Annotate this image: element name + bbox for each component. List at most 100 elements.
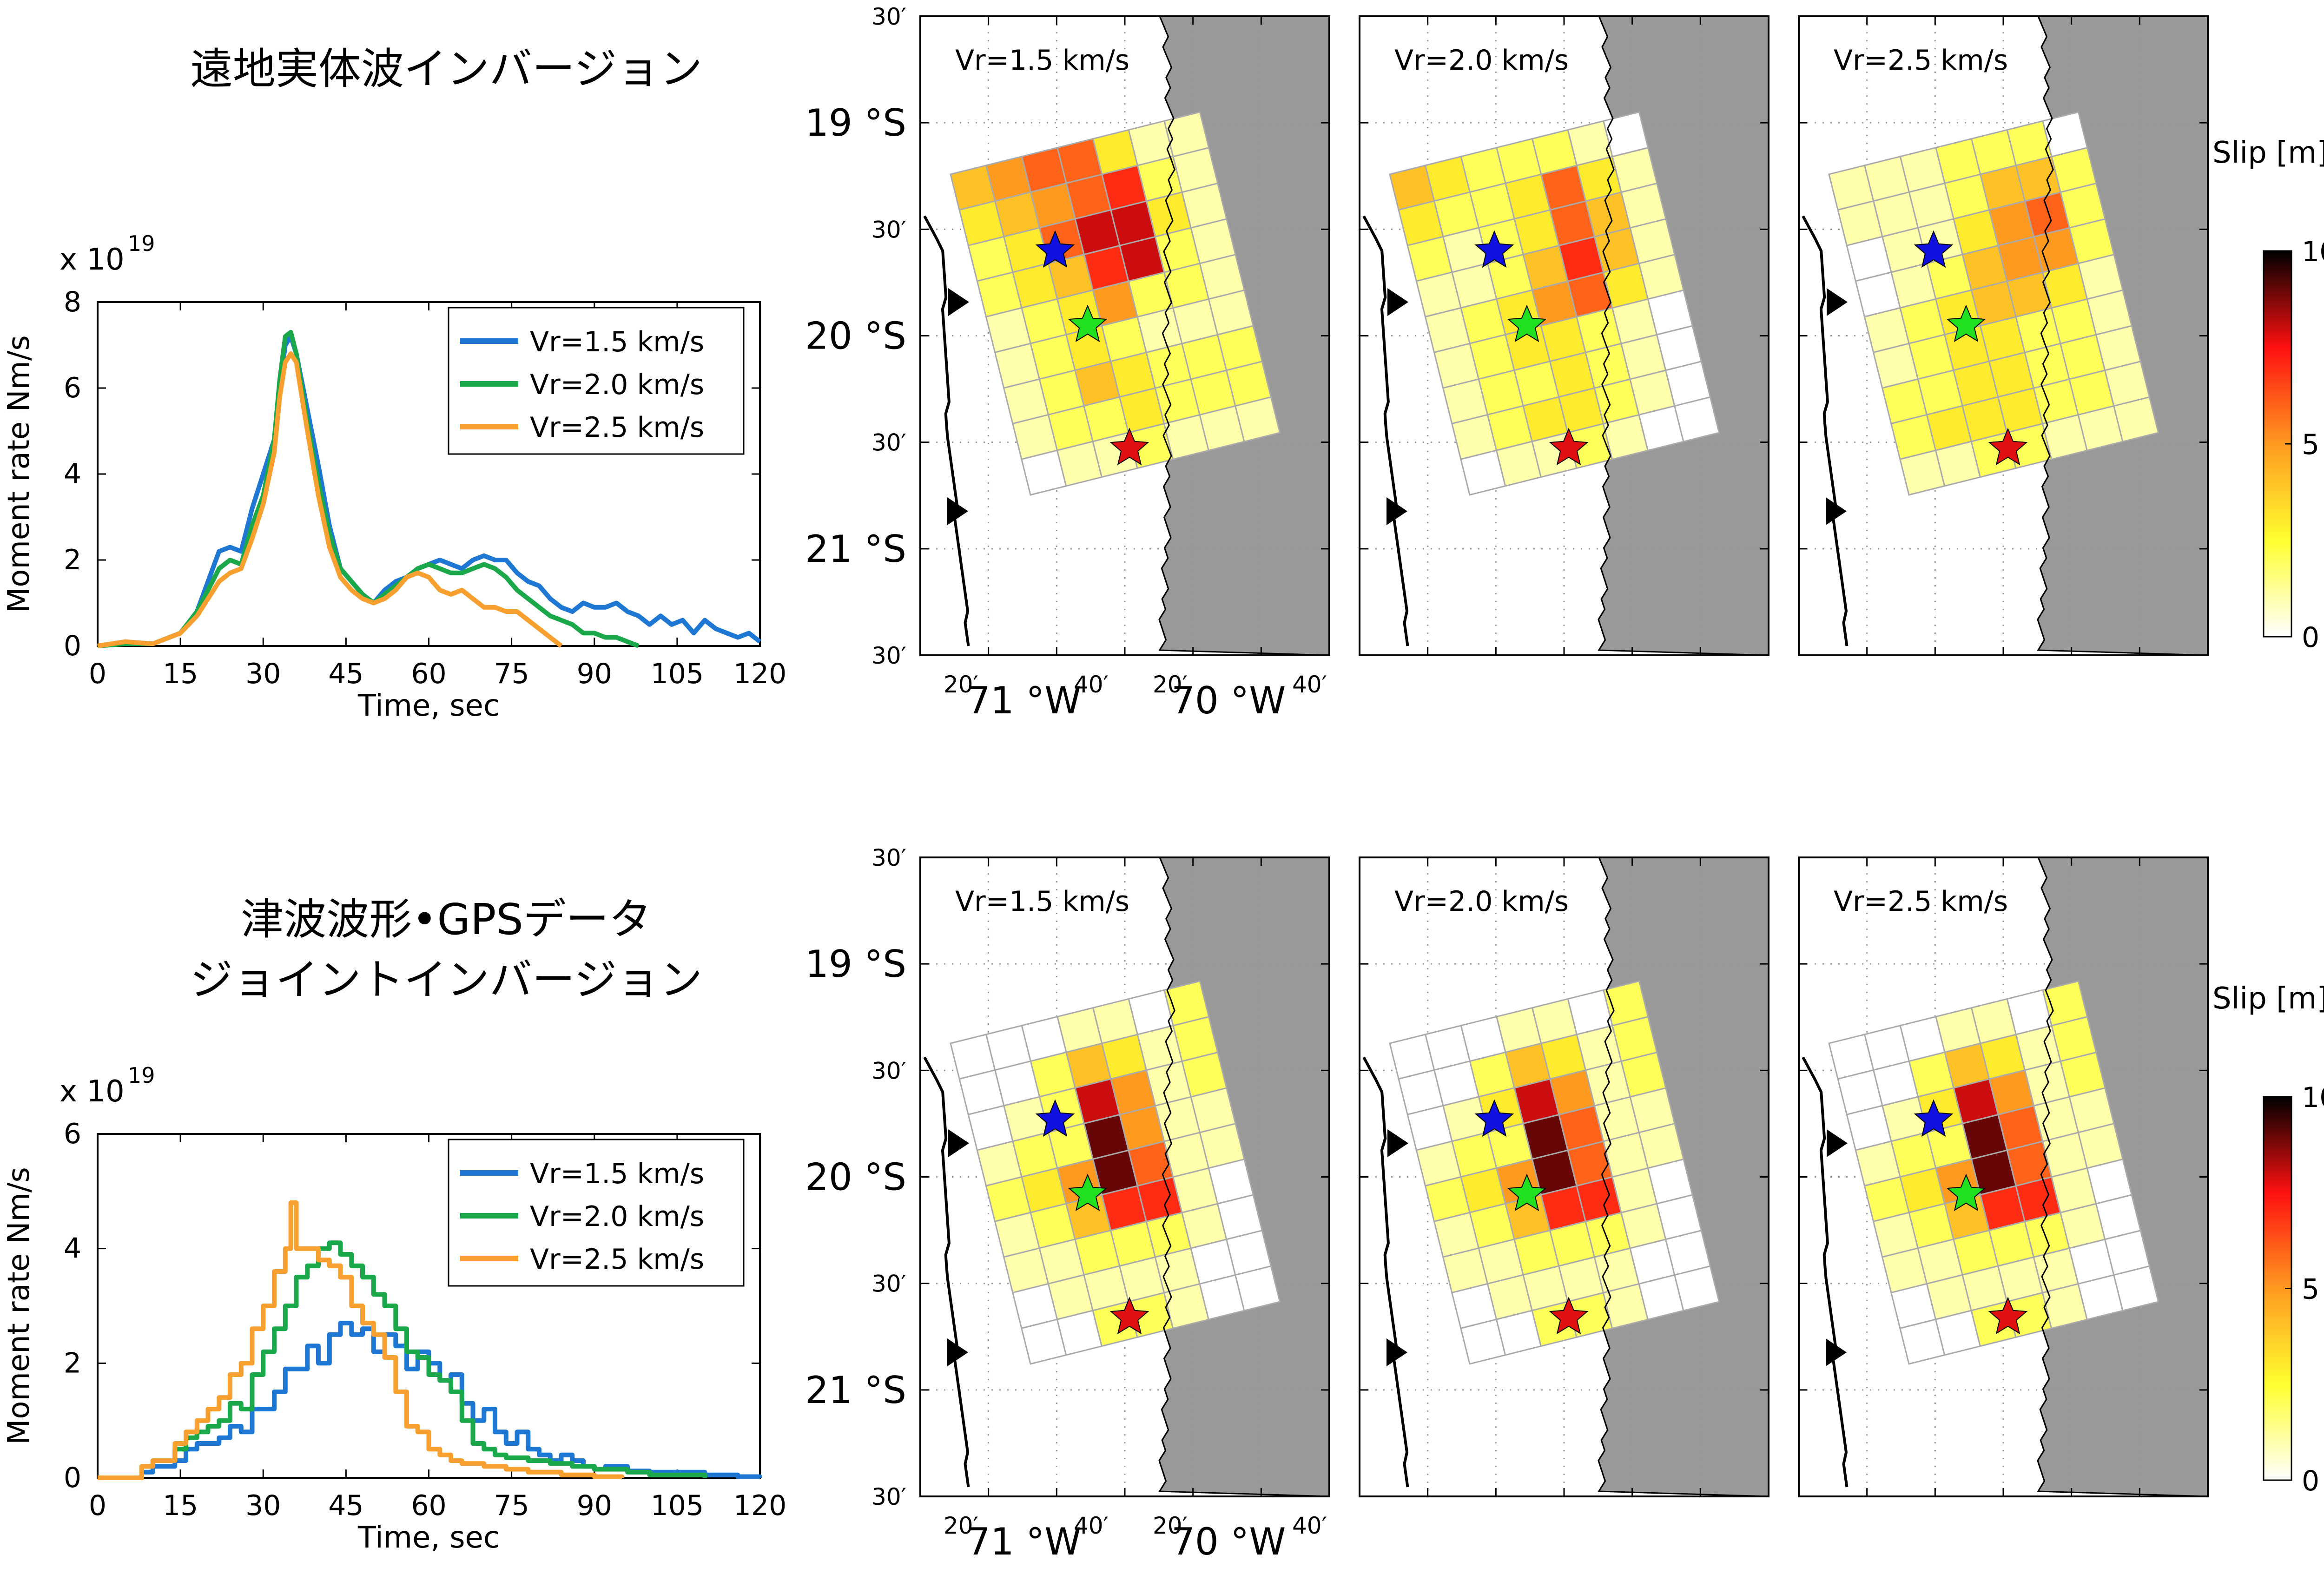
- y-tick-label: 2: [64, 544, 81, 576]
- series-line-2: [97, 329, 640, 648]
- epicenter-star-icon: [1988, 428, 2028, 466]
- y-tick-label: 4: [64, 1232, 81, 1265]
- trench-line: [1802, 215, 1849, 646]
- panel-title-line: 遠地実体波インバージョン: [190, 44, 702, 94]
- colorbar-label: Slip [m]: [2212, 136, 2324, 170]
- legend-entry: Vr=1.5 km/s: [530, 326, 704, 358]
- legend-box: [448, 307, 745, 455]
- latitude-label: 30′: [872, 216, 906, 243]
- y-tick-label: 2: [64, 1347, 81, 1379]
- x-tick-label: 0: [89, 658, 106, 690]
- slip-grid: [1828, 111, 2159, 496]
- epicenter-star-icon: [1549, 428, 1589, 466]
- y-tick-label: 0: [64, 630, 81, 662]
- longitude-major-label: 71 °W: [967, 1520, 1081, 1563]
- colorbar-tick-label: 5: [2302, 1273, 2319, 1306]
- y-multiplier: x 10: [59, 243, 125, 277]
- longitude-minor-label: 40′: [1292, 671, 1327, 698]
- y-exponent: 19: [128, 1063, 155, 1088]
- latitude-label: 21 °S: [805, 1369, 906, 1412]
- latitude-label: 20 °S: [805, 315, 906, 358]
- longitude-minor-label: 20′: [1153, 671, 1188, 698]
- coastline: [2037, 857, 2054, 1492]
- latitude-label: 30′: [872, 1057, 906, 1084]
- y-tick-label: 8: [64, 286, 81, 318]
- y-tick-label: 0: [64, 1462, 81, 1494]
- y-axis-label: Moment rate Nm/s: [2, 335, 36, 613]
- epicenter-star-icon: [1474, 230, 1514, 268]
- latitude-label: 30′: [872, 1483, 906, 1510]
- slip-cell: [1234, 396, 1281, 443]
- latitude-label: 30′: [872, 3, 906, 30]
- rupture-velocity-label: Vr=2.0 km/s: [1394, 44, 1569, 77]
- x-tick-label: 0: [89, 1489, 106, 1522]
- longitude-minor-label: 40′: [1292, 1512, 1327, 1539]
- trench-triangle-icon: [1386, 497, 1407, 525]
- coastline: [1598, 857, 1615, 1492]
- moment-rate-chart: 0 15 30 45 60 75 90 105 120 0 2 4 6 8 Time, sec Moment …: [2, 231, 786, 723]
- rupture-velocity-label: Vr=2.5 km/s: [1834, 44, 2008, 77]
- slip-colorbar: Slip [m] 0 5 10: [2212, 136, 2324, 654]
- latitude-label: 30′: [872, 844, 906, 871]
- trench-line: [1802, 1056, 1849, 1488]
- coastline: [1598, 16, 1615, 651]
- coastline: [2037, 16, 2054, 651]
- x-tick-label: 30: [245, 658, 281, 690]
- trench-triangle-icon: [1827, 1129, 1848, 1157]
- series-line-3: [97, 351, 563, 648]
- y-multiplier: x 10: [59, 1074, 125, 1109]
- y-tick-label: 4: [64, 458, 81, 490]
- slip-cell: [2113, 1265, 2159, 1312]
- panel-title-line: 津波波形•GPSデータ: [241, 895, 651, 944]
- y-tick-label: 6: [64, 1118, 81, 1150]
- slip-grid: [950, 980, 1281, 1365]
- colorbar-tick-label: 10: [2302, 236, 2324, 268]
- y-tick-label: 6: [64, 372, 81, 404]
- slip-grid: [1389, 980, 1720, 1365]
- longitude-minor-label: 20′: [944, 671, 978, 698]
- legend-entry: Vr=1.5 km/s: [530, 1158, 704, 1190]
- x-axis-label: Time, sec: [357, 689, 500, 723]
- trench-triangle-icon: [1387, 1129, 1408, 1157]
- x-tick-label: 60: [411, 1489, 446, 1522]
- slip-map-2: Vr=2.0 km/s: [1359, 15, 1769, 656]
- slip-map-3: Vr=2.5 km/s: [1798, 15, 2209, 656]
- latitude-label: 21 °S: [805, 527, 906, 571]
- latitude-label: 19 °S: [805, 101, 906, 145]
- colorbar-tick-label: 0: [2302, 621, 2319, 654]
- series-line-3: [98, 1200, 625, 1480]
- x-tick-label: 105: [651, 1489, 704, 1522]
- epicenter-star-icon: [1507, 1173, 1547, 1212]
- y-axis-label: Moment rate Nm/s: [2, 1167, 36, 1445]
- slip-map-1: Vr=1.5 km/s 30′ 19 °S 30′ 20 °S 30′ 21 °S 30′ 20…: [805, 3, 1330, 722]
- epicenter-star-icon: [1946, 304, 1986, 343]
- longitude-minor-label: 20′: [944, 1512, 978, 1539]
- slip-grid: [950, 111, 1281, 496]
- x-tick-label: 45: [328, 658, 363, 690]
- x-tick-label: 15: [163, 658, 198, 690]
- trench-triangle-icon: [947, 497, 968, 525]
- trench-triangle-icon: [1387, 288, 1408, 316]
- slip-map-1: Vr=1.5 km/s 30′ 19 °S 30′ 20 °S 30′ 21 °S 30′ 20…: [805, 844, 1330, 1563]
- slip-map-2: Vr=2.0 km/s: [1359, 856, 1769, 1497]
- legend: Vr=1.5 km/s Vr=2.0 km/s Vr=2.5 km/s: [448, 307, 745, 455]
- slip-cell: [1673, 396, 1720, 443]
- coastline: [1158, 16, 1175, 651]
- colorbar-label: Slip [m]: [2212, 982, 2324, 1016]
- moment-rate-chart: 0 15 30 45 60 75 90 105 120 0 2 4 6 Time, sec Moment r…: [2, 1063, 786, 1555]
- colorbar-tick-label: 5: [2302, 428, 2319, 461]
- epicenter-star-icon: [1109, 428, 1149, 466]
- epicenter-star-icon: [1988, 1297, 2028, 1335]
- panel-title-line: ジョイントインバージョン: [190, 955, 702, 1005]
- trench-triangle-icon: [1826, 1338, 1847, 1366]
- epicenter-star-icon: [1068, 1173, 1108, 1212]
- x-tick-label: 30: [245, 1489, 281, 1522]
- legend-entry: Vr=2.0 km/s: [530, 369, 704, 401]
- trench-triangle-icon: [948, 288, 969, 316]
- latitude-label: 20 °S: [805, 1156, 906, 1199]
- trench-triangle-icon: [948, 1129, 969, 1157]
- x-tick-label: 120: [733, 1489, 787, 1522]
